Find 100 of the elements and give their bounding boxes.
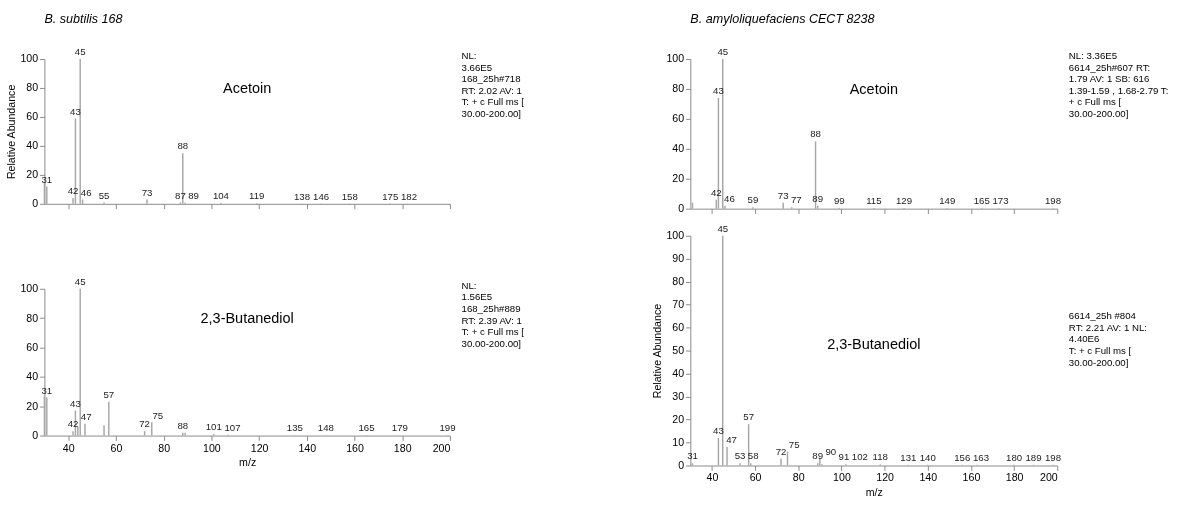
annotation: 58 (747, 450, 759, 462)
annotation: 89 (812, 192, 824, 204)
y-tick-label: 60 (26, 340, 39, 353)
annotation: 101 (205, 421, 222, 433)
annotation: 189 (1025, 451, 1042, 463)
annotation: 31 (687, 450, 698, 462)
annotation: 198 (1044, 451, 1061, 463)
y-tick-label: 20 (26, 168, 39, 181)
x-tick-label: 60 (749, 471, 762, 484)
annotation: 102 (851, 451, 868, 463)
y-tick-label: 70 (672, 298, 685, 311)
x-tick-label: 160 (346, 441, 364, 454)
x-axis-title: m/z (239, 455, 257, 468)
annotation: 99 (833, 195, 845, 207)
y-tick-label: 60 (26, 110, 39, 123)
annotation: 59 (747, 194, 759, 206)
annotation: 73 (141, 186, 153, 198)
x-tick-label: 100 (833, 471, 851, 484)
y-tick-label: 40 (26, 139, 39, 152)
annotation: 131 (900, 451, 917, 463)
y-tick-label: 10 (672, 435, 685, 448)
annotation: 148 (317, 422, 334, 434)
annotation: 55 (98, 189, 110, 201)
annotation: 89 (812, 450, 824, 462)
annotation: 156 (954, 451, 971, 463)
y-tick-label: 100 (666, 229, 685, 242)
y-axis-title: Relative Abundance (4, 84, 17, 180)
annotation: 75 (788, 438, 800, 450)
y-tick-label: 20 (672, 412, 685, 425)
annotation: 45 (74, 275, 86, 287)
annotation: 107 (224, 421, 241, 433)
y-tick-label: 30 (672, 389, 685, 402)
y-tick-label: 40 (26, 370, 39, 383)
chart-title: B. amyloliquefaciens CECT 8238 (690, 12, 875, 27)
annotation: 87 (175, 189, 186, 201)
annotation: 138 (294, 190, 311, 202)
x-tick-label: 160 (962, 471, 981, 484)
annotation: 46 (724, 192, 735, 204)
text: NL: 3.66E5 168_25h#718 RT: 2.02 AV: 1 T: + c Full ms [ 30.00-200.00] (461, 50, 525, 119)
x-tick-label: 200 (432, 441, 451, 454)
annotation: 140 (919, 451, 936, 463)
y-tick-label: 0 (678, 202, 685, 215)
chart-title: B. subtilis 168 (44, 12, 123, 27)
annotation: 45 (717, 46, 729, 58)
annotation: 72 (775, 445, 787, 457)
annotation: 88 (177, 140, 189, 152)
y-tick-label: 0 (32, 428, 39, 441)
annotation: 182 (400, 190, 418, 202)
y-tick-label: 50 (672, 343, 685, 356)
text: NL: 1.56E5 168_25h#889 RT: 2.39 AV: 1 T: + c Full ms [ 30.00-200.00] (461, 279, 525, 349)
y-tick-label: 0 (678, 458, 685, 471)
y-tick-label: 40 (672, 142, 685, 155)
annotation: 57 (743, 411, 755, 423)
y-tick-label: 80 (26, 81, 39, 94)
annotation: 88 (810, 128, 821, 140)
annotation: 158 (341, 190, 358, 202)
annotation: 45 (74, 46, 86, 58)
annotation: 165 (358, 422, 375, 434)
y-axis-title: Relative Abundance (650, 303, 663, 399)
annotation: 2,3-Butanediol (827, 335, 921, 352)
annotation: 104 (212, 190, 230, 202)
annotation: 149 (939, 195, 956, 207)
annotation: 43 (70, 105, 81, 117)
annotation: 43 (713, 85, 724, 97)
x-tick-label: 120 (250, 441, 269, 454)
annotation: 135 (286, 422, 303, 434)
annotation: 42 (710, 186, 722, 198)
y-tick-label: 80 (672, 82, 685, 95)
y-tick-label: 80 (672, 275, 685, 288)
annotation: 2,3-Butanediol (200, 309, 294, 326)
x-tick-label: 100 (203, 441, 221, 454)
y-tick-label: 100 (20, 282, 39, 295)
annotation: 73 (777, 189, 789, 201)
x-tick-label: 80 (158, 441, 171, 454)
annotation: 119 (249, 190, 265, 202)
annotation: 198 (1044, 195, 1061, 207)
annotation: 179 (391, 422, 408, 434)
annotation: 42 (67, 418, 79, 430)
y-tick-label: 100 (666, 52, 685, 65)
y-tick-label: 20 (672, 172, 685, 185)
x-tick-label: 180 (1005, 471, 1024, 484)
annotation: Acetoin (849, 80, 898, 97)
annotation: 146 (313, 190, 330, 202)
annotation: 129 (895, 195, 913, 207)
x-tick-label: 60 (110, 441, 123, 454)
annotation: 53 (734, 450, 746, 462)
annotation: 47 (726, 434, 737, 446)
text: NL: 3.36E5 6614_25h#607 RT: 1.79 AV: 1 SB: 616 1.39-1.59 , 1.68-2.79 T: + c Full ms [ 30.00-200.00] (1068, 50, 1169, 119)
annotation: 175 (382, 190, 399, 202)
annotation: 72 (139, 418, 150, 430)
y-tick-label: 90 (672, 252, 685, 265)
annotation: 89 (188, 189, 199, 201)
annotation: 91 (838, 451, 850, 463)
annotation: 77 (790, 194, 802, 206)
annotation: 199 (439, 422, 456, 434)
y-tick-label: 20 (26, 399, 39, 412)
y-tick-label: 0 (32, 197, 39, 210)
x-tick-label: 180 (393, 441, 412, 454)
x-tick-label: 80 (792, 471, 805, 484)
annotation: 163 (972, 451, 990, 463)
